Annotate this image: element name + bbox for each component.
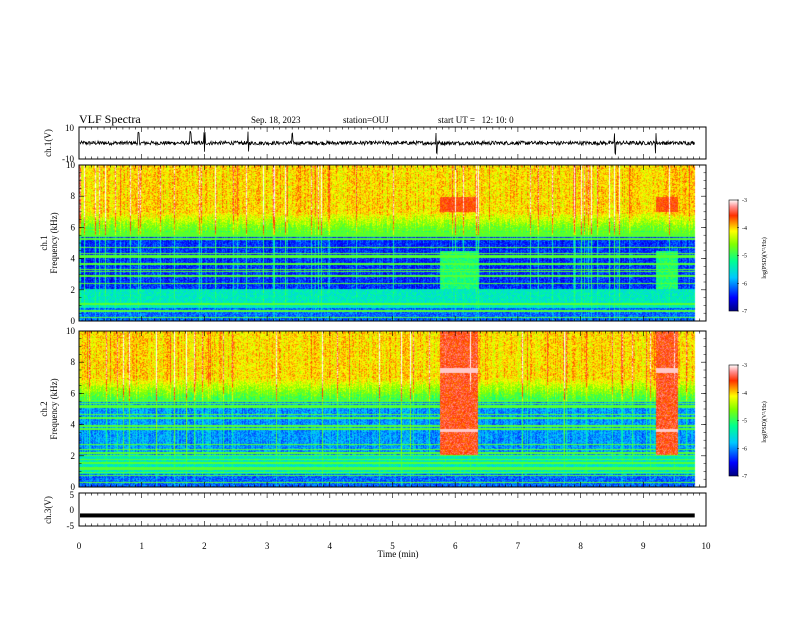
x-tick-label: 10 (702, 541, 712, 551)
colorbar-tick-label: -4 (742, 391, 747, 397)
colorbar-tick-label: -4 (742, 226, 747, 232)
x-tick-label: 6 (453, 541, 458, 551)
date-label: Sep. 18, 2023 (251, 115, 301, 125)
colorbar-tick-label: -3 (742, 198, 747, 204)
colorbar-ch2 (728, 364, 739, 477)
waveform-ch3-panel: 5 0 -5 ch.3(V) (43, 490, 707, 531)
freq-tick-label: 4 (71, 254, 76, 264)
spectrogram-ch1-image (79, 165, 706, 321)
colorbar-ch2-ticks: -3 -4 -5 -6 -7 (737, 363, 747, 480)
spectrogram-ch1-ylabel-unit: Frequency (kHz) (49, 212, 59, 273)
colorbar-ch1 (728, 199, 739, 312)
colorbar-tick-label: -6 (742, 281, 747, 287)
colorbar-tick-label: -6 (742, 446, 747, 452)
waveform-ch1-panel: 10 -10 ch.1(V) (43, 123, 707, 164)
freq-tick-label: 0 (71, 316, 76, 326)
colorbar-tick-label: -7 (742, 474, 747, 480)
freq-tick-label: 10 (66, 160, 76, 170)
start-time-label: start UT = 12: 10: 0 (438, 115, 514, 125)
waveform-ch3-ytick-mid: 0 (70, 505, 75, 515)
x-axis-label: Time (min) (378, 549, 419, 559)
spectrogram-ch1-yticks: 0 2 4 6 8 10 (66, 160, 706, 326)
waveform-ch1-ytick-top: 10 (65, 123, 75, 133)
waveform-ch3-ytick-top: 5 (70, 490, 75, 500)
freq-tick-label: 6 (71, 388, 76, 398)
freq-tick-label: 0 (71, 482, 76, 492)
colorbar-ch2-label: log(PSD)(V²/Hz) (761, 401, 768, 442)
x-tick-label: 0 (77, 541, 82, 551)
waveform-ch3-ytick-bottom: -5 (67, 521, 75, 531)
colorbar-tick-label: -5 (742, 419, 747, 425)
freq-tick-label: 4 (71, 420, 76, 430)
spectrogram-ch2-ylabel-unit: Frequency (kHz) (49, 378, 59, 439)
colorbar-tick-label: -7 (742, 309, 747, 315)
colorbar-ch1-ticks: -3 -4 -5 -6 -7 (737, 198, 747, 315)
x-tick-label: 3 (265, 541, 270, 551)
spectrogram-ch2-ylabel-channel: ch.2 (39, 401, 49, 416)
waveform-ch3-ticks (78, 493, 707, 526)
freq-tick-label: 6 (71, 222, 76, 232)
waveform-ch3-ylabel: ch.3(V) (43, 496, 53, 524)
freq-tick-label: 10 (66, 326, 76, 336)
freq-tick-label: 2 (71, 451, 76, 461)
colorbar-ch1-label: log(PSD)(V²/Hz) (761, 237, 768, 278)
station-label: station=OUJ (343, 115, 389, 125)
x-tick-label: 4 (328, 541, 333, 551)
figure-title: VLF Spectra (79, 112, 141, 126)
x-axis-tick-labels: 0 1 2 3 4 5 6 7 8 9 10 (77, 541, 711, 551)
x-tick-label: 8 (578, 541, 583, 551)
spectrogram-ch1-ticks (78, 165, 707, 321)
waveform-ch1-ytick-bottom: -10 (62, 154, 74, 164)
freq-tick-label: 8 (71, 357, 76, 367)
colorbar-tick-label: -5 (742, 254, 747, 260)
waveform-ch1-ylabel: ch.1(V) (43, 129, 53, 157)
x-tick-label: 2 (202, 541, 207, 551)
x-tick-label: 9 (641, 541, 646, 551)
spectrogram-ch2-yticks: 0 2 4 6 8 10 (66, 326, 706, 492)
waveform-ch1-ticks (78, 127, 707, 159)
freq-tick-label: 2 (71, 285, 76, 295)
spectrogram-ch2-image (79, 331, 706, 487)
x-tick-label: 1 (139, 541, 144, 551)
x-tick-label: 5 (390, 541, 395, 551)
x-tick-label: 7 (516, 541, 521, 551)
waveform-ch3-trace (80, 513, 695, 518)
spectrogram-ch1-ylabel-channel: ch.1 (39, 235, 49, 250)
colorbar-tick-label: -3 (742, 363, 747, 369)
waveform-ch1-trace (79, 130, 695, 156)
spectrogram-ch2-ticks (78, 331, 707, 487)
freq-tick-label: 8 (71, 191, 76, 201)
